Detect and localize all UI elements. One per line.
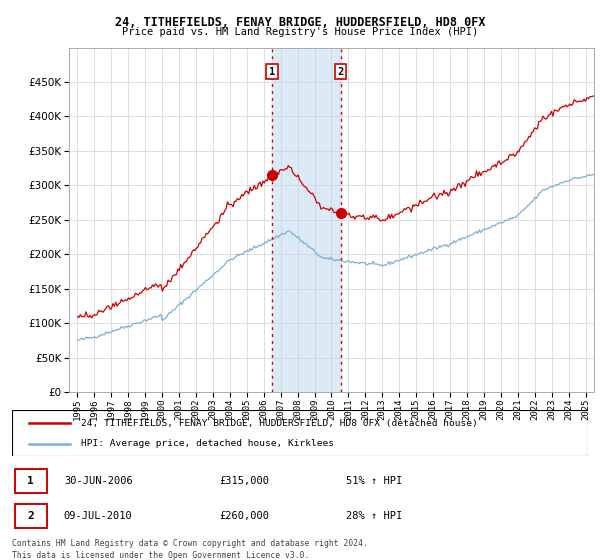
Text: £315,000: £315,000 xyxy=(220,476,269,486)
Text: Contains HM Land Registry data © Crown copyright and database right 2024.: Contains HM Land Registry data © Crown c… xyxy=(12,539,368,548)
Text: 2: 2 xyxy=(27,511,34,521)
Bar xyxy=(15,503,47,528)
Text: HPI: Average price, detached house, Kirklees: HPI: Average price, detached house, Kirk… xyxy=(81,439,334,448)
Text: 30-JUN-2006: 30-JUN-2006 xyxy=(64,476,133,486)
Bar xyxy=(272,48,341,392)
Text: This data is licensed under the Open Government Licence v3.0.: This data is licensed under the Open Gov… xyxy=(12,551,310,560)
Bar xyxy=(15,469,47,493)
Text: 1: 1 xyxy=(27,476,34,486)
Text: 24, TITHEFIELDS, FENAY BRIDGE, HUDDERSFIELD, HD8 0FX (detached house): 24, TITHEFIELDS, FENAY BRIDGE, HUDDERSFI… xyxy=(81,419,478,428)
Text: 09-JUL-2010: 09-JUL-2010 xyxy=(64,511,133,521)
Text: Price paid vs. HM Land Registry's House Price Index (HPI): Price paid vs. HM Land Registry's House … xyxy=(122,27,478,38)
Text: £260,000: £260,000 xyxy=(220,511,269,521)
Text: 28% ↑ HPI: 28% ↑ HPI xyxy=(346,511,403,521)
Text: 51% ↑ HPI: 51% ↑ HPI xyxy=(346,476,403,486)
Text: 1: 1 xyxy=(269,67,275,77)
Text: 24, TITHEFIELDS, FENAY BRIDGE, HUDDERSFIELD, HD8 0FX: 24, TITHEFIELDS, FENAY BRIDGE, HUDDERSFI… xyxy=(115,16,485,29)
Text: 2: 2 xyxy=(338,67,344,77)
